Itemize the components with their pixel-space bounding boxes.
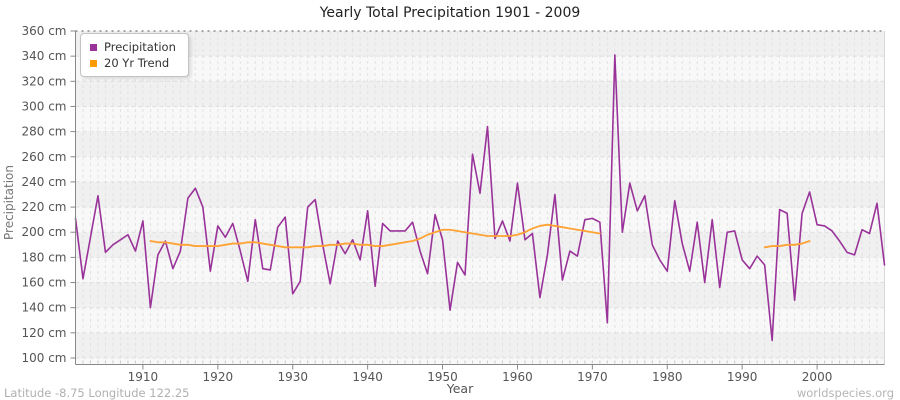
legend-label-precipitation: Precipitation [104,40,176,54]
y-tick-label: 220 cm [21,200,66,214]
y-tick-label: 100 cm [21,351,66,365]
x-tick-label: 1940 [352,370,383,384]
latitude-longitude-caption: Latitude -8.75 Longitude 122.25 [4,386,190,400]
x-tick-labels: 1910 1920 1930 1940 1950 1960 1970 1980 1990 2000 [128,364,833,384]
legend-item-precipitation: Precipitation [90,39,176,55]
precipitation-line [74,54,886,342]
y-tick-labels: 100 cm 120 cm 140 cm 160 cm 180 cm 200 cm 220 … [21,24,76,365]
y-tick-label: 260 cm [21,150,66,164]
y-tick-label: 180 cm [21,250,66,264]
x-tick-label: 2000 [802,370,833,384]
legend: Precipitation 20 Yr Trend [80,33,189,77]
chart-title: Yearly Total Precipitation 1901 - 2009 [319,5,581,21]
precipitation-swatch-icon [90,43,97,51]
y-tick-label: 160 cm [21,276,66,290]
x-tick-label: 1990 [727,370,758,384]
x-tick-label: 1920 [203,370,234,384]
trend-line-segment-2 [763,240,811,249]
trend-line-segment-1 [149,223,601,249]
watermark-caption: worldspecies.org [796,386,894,400]
x-tick-label: 1910 [128,370,159,384]
y-tick-label: 360 cm [21,24,66,38]
x-axis-title: Year [446,381,474,396]
y-tick-label: 140 cm [21,301,66,315]
y-axis-title: Precipitation [2,164,16,240]
x-tick-label: 1930 [277,370,308,384]
legend-label-trend: 20 Yr Trend [104,56,170,70]
y-tick-label: 300 cm [21,99,66,113]
y-tick-label: 240 cm [21,175,66,189]
y-tick-label: 120 cm [21,326,66,340]
legend-item-trend: 20 Yr Trend [90,55,176,71]
x-tick-label: 1950 [427,370,458,384]
x-tick-label: 1960 [502,370,533,384]
y-tick-label: 320 cm [21,74,66,88]
y-tick-label: 200 cm [21,225,66,239]
x-minor-ticks [75,360,885,364]
horizontal-gridlines [75,55,885,359]
x-tick-label: 1970 [577,370,608,384]
y-tick-label: 340 cm [21,49,66,63]
x-tick-label: 1980 [652,370,683,384]
y-tick-label: 280 cm [21,125,66,139]
trend-swatch-icon [90,59,97,67]
